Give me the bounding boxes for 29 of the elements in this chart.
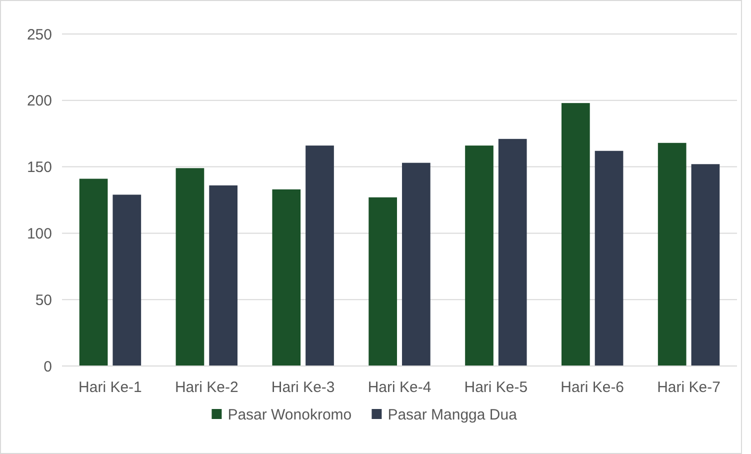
bar (498, 138, 527, 366)
bar (402, 162, 430, 366)
x-tick-label: Hari Ke-5 (464, 379, 528, 396)
y-tick-label: 50 (35, 292, 52, 309)
bar (176, 168, 204, 366)
y-tick-label: 200 (26, 92, 52, 110)
bar (465, 146, 494, 366)
bar (209, 185, 238, 366)
x-tick-label: Hari Ke-3 (271, 379, 335, 396)
bar (112, 194, 142, 366)
bar (562, 103, 590, 366)
bar (79, 178, 108, 366)
legend-label: Pasar Mangga Dua (388, 406, 518, 424)
legend-label: Pasar Wonokromo (228, 406, 352, 424)
bar (658, 142, 686, 366)
y-tick-label: 250 (26, 26, 52, 44)
x-tick-label: Hari Ke-7 (657, 379, 720, 396)
bar (306, 146, 334, 366)
x-tick-label: Hari Ke-1 (78, 379, 142, 396)
bar (272, 189, 301, 366)
y-tick-label: 0 (44, 358, 52, 376)
bar (368, 197, 397, 366)
bar (594, 150, 624, 366)
y-tick-label: 100 (26, 225, 52, 242)
x-tick-label: Hari Ke-2 (174, 379, 238, 396)
x-tick-label: Hari Ke-4 (368, 379, 432, 396)
x-tick-label: Hari Ke-6 (560, 379, 624, 396)
y-tick-label: 150 (26, 159, 52, 176)
bar (691, 164, 720, 366)
